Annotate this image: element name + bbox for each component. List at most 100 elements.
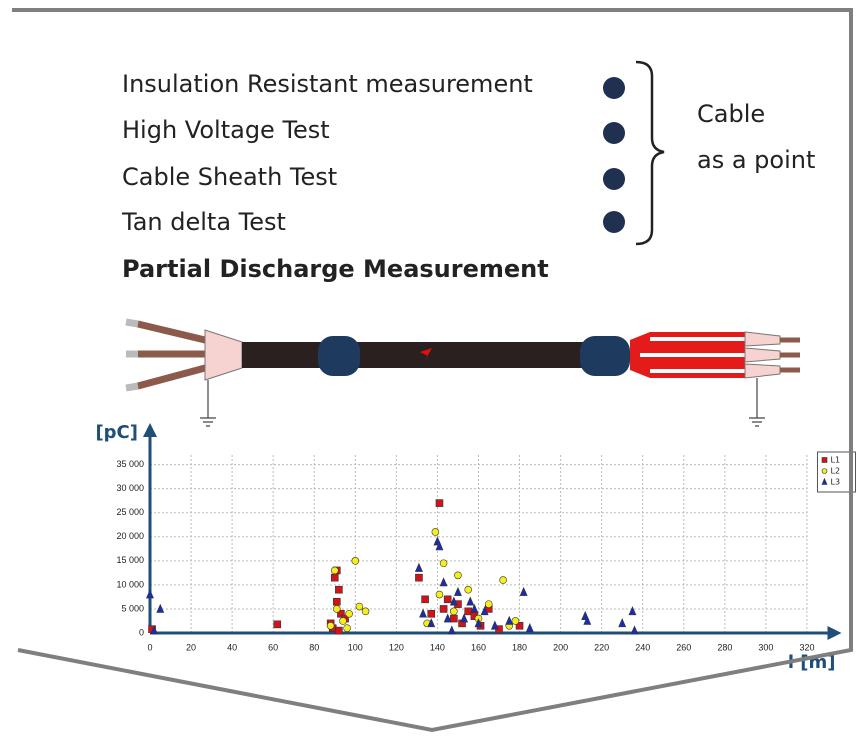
point <box>150 625 159 635</box>
cable <box>125 318 800 427</box>
x-tick-label: 280 <box>717 642 732 652</box>
plot: 0 5 000 10 000 15 000 20 000 25 000 30 000 35 0… <box>95 422 856 673</box>
x-tick-label: 140 <box>430 642 445 652</box>
point <box>583 615 592 625</box>
point <box>439 577 448 587</box>
point <box>499 576 507 584</box>
point <box>450 614 458 623</box>
legend-label: L2 <box>830 467 840 476</box>
point <box>464 585 473 594</box>
x-arrow <box>827 626 842 640</box>
y-tick-label: 10 000 <box>116 579 144 589</box>
point <box>447 625 456 635</box>
y-axis-label: [pC] <box>95 422 138 443</box>
point <box>443 613 452 623</box>
test-item: Insulation Resistant measurement <box>122 70 533 98</box>
x-tick-label: 320 <box>799 642 814 652</box>
x-tick-label: 0 <box>147 642 152 652</box>
legend-label: L1 <box>830 456 840 465</box>
point <box>484 600 493 608</box>
point <box>490 620 499 630</box>
y-tick-label: 15 000 <box>116 555 144 565</box>
point <box>435 499 444 507</box>
y-tick-label: 25 000 <box>116 507 144 517</box>
point <box>821 457 828 463</box>
x-tick-label: 260 <box>676 642 691 652</box>
point <box>419 608 428 618</box>
point <box>511 617 520 625</box>
point <box>333 605 341 613</box>
point <box>628 606 637 616</box>
point <box>273 620 282 629</box>
point <box>431 528 440 536</box>
point <box>421 595 429 604</box>
point <box>470 603 479 613</box>
frame <box>12 8 853 733</box>
x-tick-label: 20 <box>186 642 196 652</box>
point <box>435 541 444 551</box>
point <box>480 606 489 616</box>
point <box>146 589 154 599</box>
x-tick-label: 80 <box>309 642 319 652</box>
point <box>460 613 469 623</box>
point <box>618 618 627 628</box>
y-arrow <box>143 423 157 437</box>
point <box>630 625 639 635</box>
x-tick-label: 120 <box>389 642 404 652</box>
y-tick-label: 5 000 <box>121 603 144 613</box>
point <box>335 585 343 594</box>
x-tick-label: 60 <box>268 642 278 652</box>
point <box>453 586 462 596</box>
point <box>337 609 345 618</box>
point <box>427 609 436 618</box>
point <box>415 573 423 582</box>
y-tick-label: 35 000 <box>116 459 144 469</box>
point <box>414 562 423 572</box>
test-item: Cable Sheath Test <box>122 163 337 191</box>
point <box>454 571 462 580</box>
bracket-label: Cable <box>697 100 765 128</box>
x-tick-label: 200 <box>553 642 568 652</box>
legend-label: L3 <box>830 478 840 487</box>
y-tick-label: 20 000 <box>116 531 144 541</box>
point <box>474 618 483 628</box>
point <box>335 626 343 635</box>
point <box>525 622 534 632</box>
point <box>821 468 828 474</box>
point <box>435 590 444 599</box>
point <box>505 615 514 625</box>
test-item: Tan delta Test <box>121 208 286 236</box>
bracket-label: as a point <box>697 146 815 174</box>
point <box>450 607 458 616</box>
point <box>821 477 828 485</box>
heading: Partial Discharge Measurement <box>122 255 549 283</box>
x-tick-label: 220 <box>594 642 609 652</box>
point <box>515 621 524 630</box>
point <box>443 595 452 604</box>
point <box>333 597 341 606</box>
test-item: High Voltage Test <box>122 116 330 144</box>
x-tick-label: 40 <box>227 642 237 652</box>
point <box>427 618 436 628</box>
point <box>449 596 458 606</box>
point <box>326 621 335 630</box>
point <box>466 596 475 606</box>
dots <box>603 77 625 233</box>
point <box>439 605 448 613</box>
point <box>351 557 360 565</box>
point <box>439 559 448 568</box>
point <box>339 617 347 625</box>
x-tick-label: 180 <box>512 642 527 652</box>
point <box>519 586 528 596</box>
point <box>330 566 339 575</box>
point <box>330 573 339 582</box>
bracket <box>635 60 665 246</box>
x-tick-label: 300 <box>758 642 773 652</box>
point <box>345 609 353 618</box>
point <box>343 624 351 632</box>
y-tick-label: 30 000 <box>116 483 144 493</box>
x-tick-label: 100 <box>348 642 363 652</box>
x-tick-label: 160 <box>471 642 486 652</box>
point <box>156 603 165 613</box>
